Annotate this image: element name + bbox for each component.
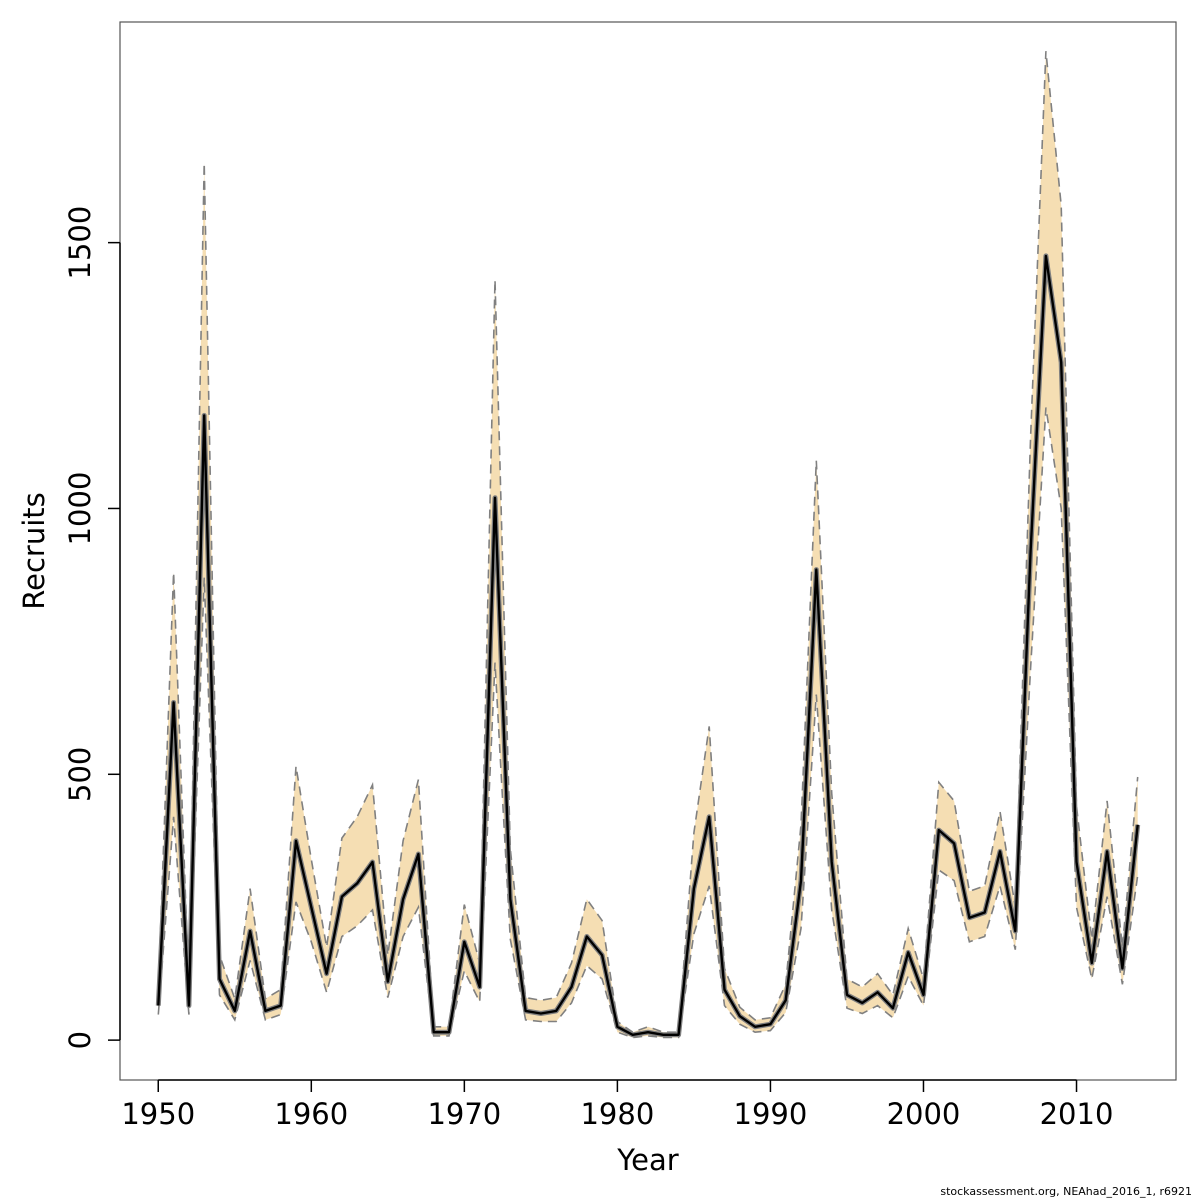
x-axis: 1950 1960 1970 1980 1990 2000 2010: [121, 1079, 1114, 1131]
x-tick-label-1990: 1990: [734, 1097, 808, 1131]
y-axis: 0 500 1000 1500: [63, 206, 121, 1049]
x-tick-label-1980: 1980: [580, 1097, 654, 1131]
x-tick-label-1950: 1950: [121, 1097, 195, 1131]
confidence-band: [158, 51, 1138, 1038]
footer-credit: stockassessment.org, NEAhad_2016_1, r692…: [940, 1185, 1192, 1198]
x-tick-label-2000: 2000: [887, 1097, 961, 1131]
x-tick-label-1970: 1970: [427, 1097, 501, 1131]
y-axis-title: Recruits: [17, 492, 51, 609]
y-tick-label-0: 0: [63, 1031, 97, 1049]
x-tick-label-1960: 1960: [274, 1097, 348, 1131]
y-tick-label-1000: 1000: [63, 472, 97, 546]
confidence-band-layer: [158, 51, 1138, 1038]
series-line-layer: [155, 51, 1141, 1039]
x-tick-label-2010: 2010: [1040, 1097, 1114, 1131]
estimate-line: [157, 254, 1139, 1037]
x-axis-title: Year: [616, 1143, 678, 1177]
y-tick-label-500: 500: [63, 747, 97, 802]
upper-ci-line: [157, 51, 1139, 1034]
y-tick-label-1500: 1500: [63, 206, 97, 280]
lower-ci-line: [157, 407, 1139, 1039]
